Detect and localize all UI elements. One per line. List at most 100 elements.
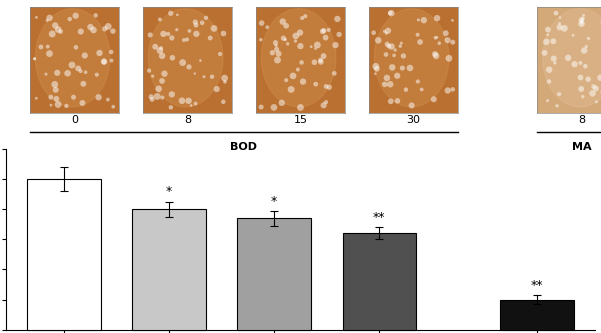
- Point: [61, 103, 71, 109]
- Point: [219, 99, 228, 105]
- Point: [76, 69, 85, 74]
- Point: [155, 48, 165, 53]
- Point: [47, 31, 57, 37]
- Point: [545, 67, 554, 72]
- Point: [144, 68, 154, 73]
- Point: [383, 28, 393, 33]
- Point: [99, 59, 109, 64]
- Point: [549, 56, 558, 61]
- Point: [78, 100, 87, 106]
- Point: [332, 16, 342, 22]
- Point: [52, 96, 61, 102]
- Point: [371, 71, 380, 76]
- Point: [76, 29, 85, 34]
- Point: [555, 21, 564, 26]
- Point: [154, 86, 163, 92]
- Point: [107, 58, 117, 63]
- Point: [371, 64, 380, 69]
- Point: [599, 46, 601, 51]
- Point: [591, 86, 601, 91]
- Point: [325, 85, 334, 90]
- Point: [432, 15, 442, 21]
- Point: [296, 43, 305, 49]
- Point: [316, 58, 325, 63]
- Point: [576, 86, 586, 92]
- Point: [167, 92, 177, 97]
- Point: [157, 95, 167, 100]
- Point: [543, 32, 552, 37]
- Point: [178, 60, 188, 65]
- Bar: [343, 233, 416, 330]
- Point: [579, 13, 588, 18]
- Point: [197, 20, 207, 25]
- Point: [313, 42, 322, 48]
- Point: [334, 32, 344, 37]
- Text: 15: 15: [293, 115, 308, 125]
- Point: [443, 88, 453, 93]
- Point: [554, 92, 564, 97]
- Point: [584, 77, 593, 82]
- Polygon shape: [261, 9, 336, 107]
- Point: [56, 29, 66, 34]
- Point: [283, 41, 293, 47]
- Point: [431, 35, 441, 40]
- Point: [99, 59, 109, 65]
- Point: [191, 22, 201, 28]
- Point: [542, 39, 551, 45]
- Point: [576, 75, 585, 80]
- Point: [273, 57, 282, 63]
- Point: [50, 23, 60, 28]
- Point: [191, 101, 200, 106]
- Point: [329, 71, 339, 76]
- Point: [220, 79, 230, 85]
- Point: [390, 47, 400, 53]
- Point: [300, 14, 310, 19]
- Point: [552, 103, 562, 109]
- Point: [46, 103, 56, 108]
- Point: [67, 62, 77, 68]
- Bar: [27, 179, 101, 330]
- Point: [168, 55, 177, 60]
- Polygon shape: [374, 9, 449, 107]
- Bar: [237, 218, 311, 330]
- Point: [157, 78, 167, 84]
- Point: [207, 74, 217, 79]
- Point: [85, 24, 95, 30]
- Point: [543, 98, 552, 103]
- Point: [598, 22, 601, 27]
- Point: [106, 49, 116, 55]
- Point: [319, 103, 328, 108]
- Point: [167, 35, 177, 41]
- Point: [80, 53, 90, 58]
- Point: [295, 30, 305, 35]
- Point: [397, 40, 406, 46]
- Point: [555, 15, 565, 20]
- Point: [270, 40, 280, 45]
- Polygon shape: [35, 9, 110, 107]
- Point: [81, 70, 90, 75]
- Point: [385, 10, 395, 16]
- Point: [385, 82, 395, 87]
- Point: [380, 82, 389, 87]
- Point: [160, 71, 169, 76]
- Text: 30: 30: [406, 115, 421, 125]
- Point: [549, 39, 558, 44]
- Point: [100, 26, 109, 31]
- Point: [288, 73, 298, 79]
- Point: [212, 87, 222, 92]
- Point: [398, 53, 408, 59]
- Point: [397, 65, 407, 71]
- Point: [584, 36, 593, 41]
- Point: [386, 11, 396, 16]
- Point: [185, 28, 194, 34]
- Point: [65, 16, 75, 22]
- Point: [46, 95, 56, 100]
- Point: [293, 67, 303, 72]
- Point: [163, 31, 173, 37]
- Point: [577, 18, 587, 24]
- Point: [195, 58, 205, 63]
- Point: [395, 44, 405, 49]
- Point: [413, 79, 423, 84]
- Point: [279, 36, 288, 41]
- Point: [267, 50, 277, 55]
